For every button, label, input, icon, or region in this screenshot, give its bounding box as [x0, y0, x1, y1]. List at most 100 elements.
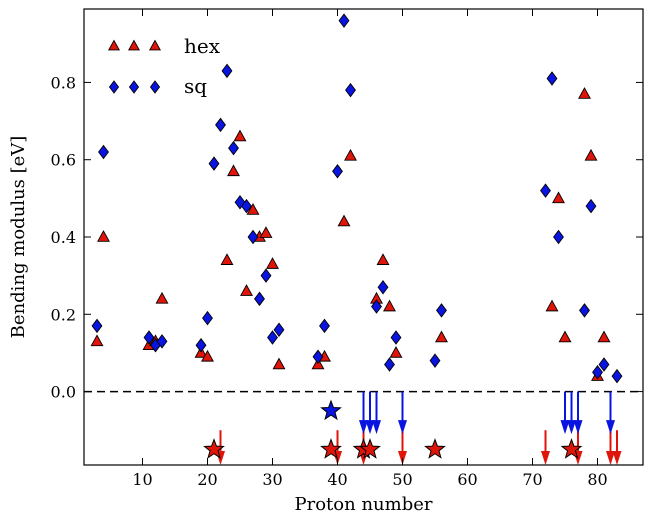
sq-data-point — [221, 63, 233, 79]
sq-data-point — [319, 318, 330, 334]
star-marker — [560, 438, 583, 459]
x-tick-label: 40 — [327, 470, 347, 489]
y-tick-label: 0.8 — [51, 73, 76, 92]
arrow-head — [573, 420, 583, 435]
hex-data-point — [240, 284, 253, 296]
y-axis-label: Bending modulus [eV] — [8, 136, 29, 339]
sq-data-point — [215, 117, 226, 133]
legend-sq-marker — [128, 80, 140, 94]
sq-data-point — [585, 198, 597, 214]
legend-hex-marker — [128, 39, 140, 51]
y-tick-label: 0.6 — [51, 151, 76, 170]
hex-data-point — [233, 129, 247, 142]
sq-data-point — [611, 368, 623, 384]
legend: hex sq — [108, 34, 221, 98]
legend-label-sq: sq — [184, 74, 207, 98]
sq-data-point — [195, 337, 207, 353]
sq-data-point — [156, 334, 168, 349]
arrow-head — [541, 451, 550, 465]
hex-data-point — [545, 299, 559, 312]
x-tick-label: 70 — [522, 470, 542, 489]
sq-data-point — [384, 357, 395, 372]
markers-layer — [90, 13, 623, 384]
hex-data-point — [90, 334, 104, 347]
hex-data-point — [389, 346, 403, 358]
hex-data-point — [272, 357, 286, 370]
sq-data-point — [377, 279, 389, 295]
hex-data-point — [227, 164, 240, 177]
x-tick-label: 50 — [392, 470, 412, 489]
hex-data-point — [259, 226, 273, 238]
sq-data-point — [546, 71, 558, 86]
star-marker — [320, 438, 342, 459]
y-tick-label: 0.0 — [51, 383, 76, 402]
sq-data-point — [436, 303, 447, 318]
legend-sq-marker — [149, 80, 161, 94]
sq-data-point — [540, 183, 551, 198]
hex-data-point — [337, 214, 351, 227]
sq-data-point — [312, 349, 324, 365]
hex-data-point — [220, 253, 234, 265]
hex-data-point — [246, 203, 260, 215]
sq-data-point — [345, 82, 356, 98]
hex-data-point — [578, 87, 591, 99]
arrows-layer — [216, 391, 622, 465]
y-tick-label: 0.4 — [51, 228, 76, 247]
hex-data-point — [266, 257, 279, 269]
star-marker — [359, 438, 381, 459]
legend-hex-marker — [149, 39, 161, 51]
stars-layer — [203, 399, 583, 459]
hex-data-point — [597, 330, 611, 343]
sq-data-point — [241, 198, 252, 214]
sq-data-point — [267, 330, 278, 345]
sq-data-point — [247, 229, 259, 245]
hex-data-point — [201, 349, 214, 362]
hex-data-point — [383, 299, 396, 312]
arrow-head — [365, 420, 375, 435]
sq-data-point — [338, 13, 350, 28]
arrow-head — [606, 420, 615, 435]
sq-data-point — [553, 229, 564, 245]
arrow-head — [372, 420, 381, 435]
hex-data-point — [552, 191, 565, 204]
sq-data-point — [143, 330, 155, 345]
sq-data-point — [228, 140, 239, 156]
sq-data-point — [592, 365, 603, 380]
sq-data-point — [332, 164, 343, 179]
sq-data-point — [254, 291, 265, 307]
hex-data-point — [97, 230, 110, 242]
star-marker — [320, 399, 342, 421]
arrow-head — [359, 420, 368, 435]
hex-data-point — [584, 148, 598, 161]
sq-data-point — [429, 353, 441, 368]
arrow-head — [398, 420, 407, 435]
y-tick-label: 0.2 — [51, 305, 76, 324]
x-tick-label: 10 — [132, 470, 152, 489]
arrow-head — [567, 420, 576, 435]
x-tick-label: 80 — [587, 470, 607, 489]
hex-data-point — [435, 330, 448, 343]
legend-hex-marker — [108, 39, 120, 51]
star-marker — [424, 438, 446, 459]
hex-data-point — [344, 148, 357, 161]
hex-data-point — [376, 253, 390, 265]
x-tick-label: 30 — [262, 470, 282, 489]
sq-data-point — [202, 310, 213, 326]
arrow-head — [560, 420, 570, 435]
sq-data-point — [371, 299, 382, 314]
sq-data-point — [390, 330, 402, 345]
legend-label-hex: hex — [184, 34, 221, 58]
sq-data-point — [579, 303, 590, 318]
sq-data-point — [260, 268, 272, 283]
arrow-head — [612, 451, 622, 465]
sq-data-point — [91, 318, 103, 334]
sq-data-point — [98, 144, 109, 160]
ticks-layer: 10 20 30 40 50 60 70 80 0.0 0.2 0.4 0.6 0.8 — [51, 9, 643, 489]
sq-data-point — [273, 322, 285, 337]
star-marker — [203, 438, 225, 459]
x-tick-label: 60 — [457, 470, 477, 489]
x-tick-label: 20 — [197, 470, 217, 489]
legend-sq-marker — [108, 80, 120, 94]
hex-data-point — [155, 291, 169, 304]
